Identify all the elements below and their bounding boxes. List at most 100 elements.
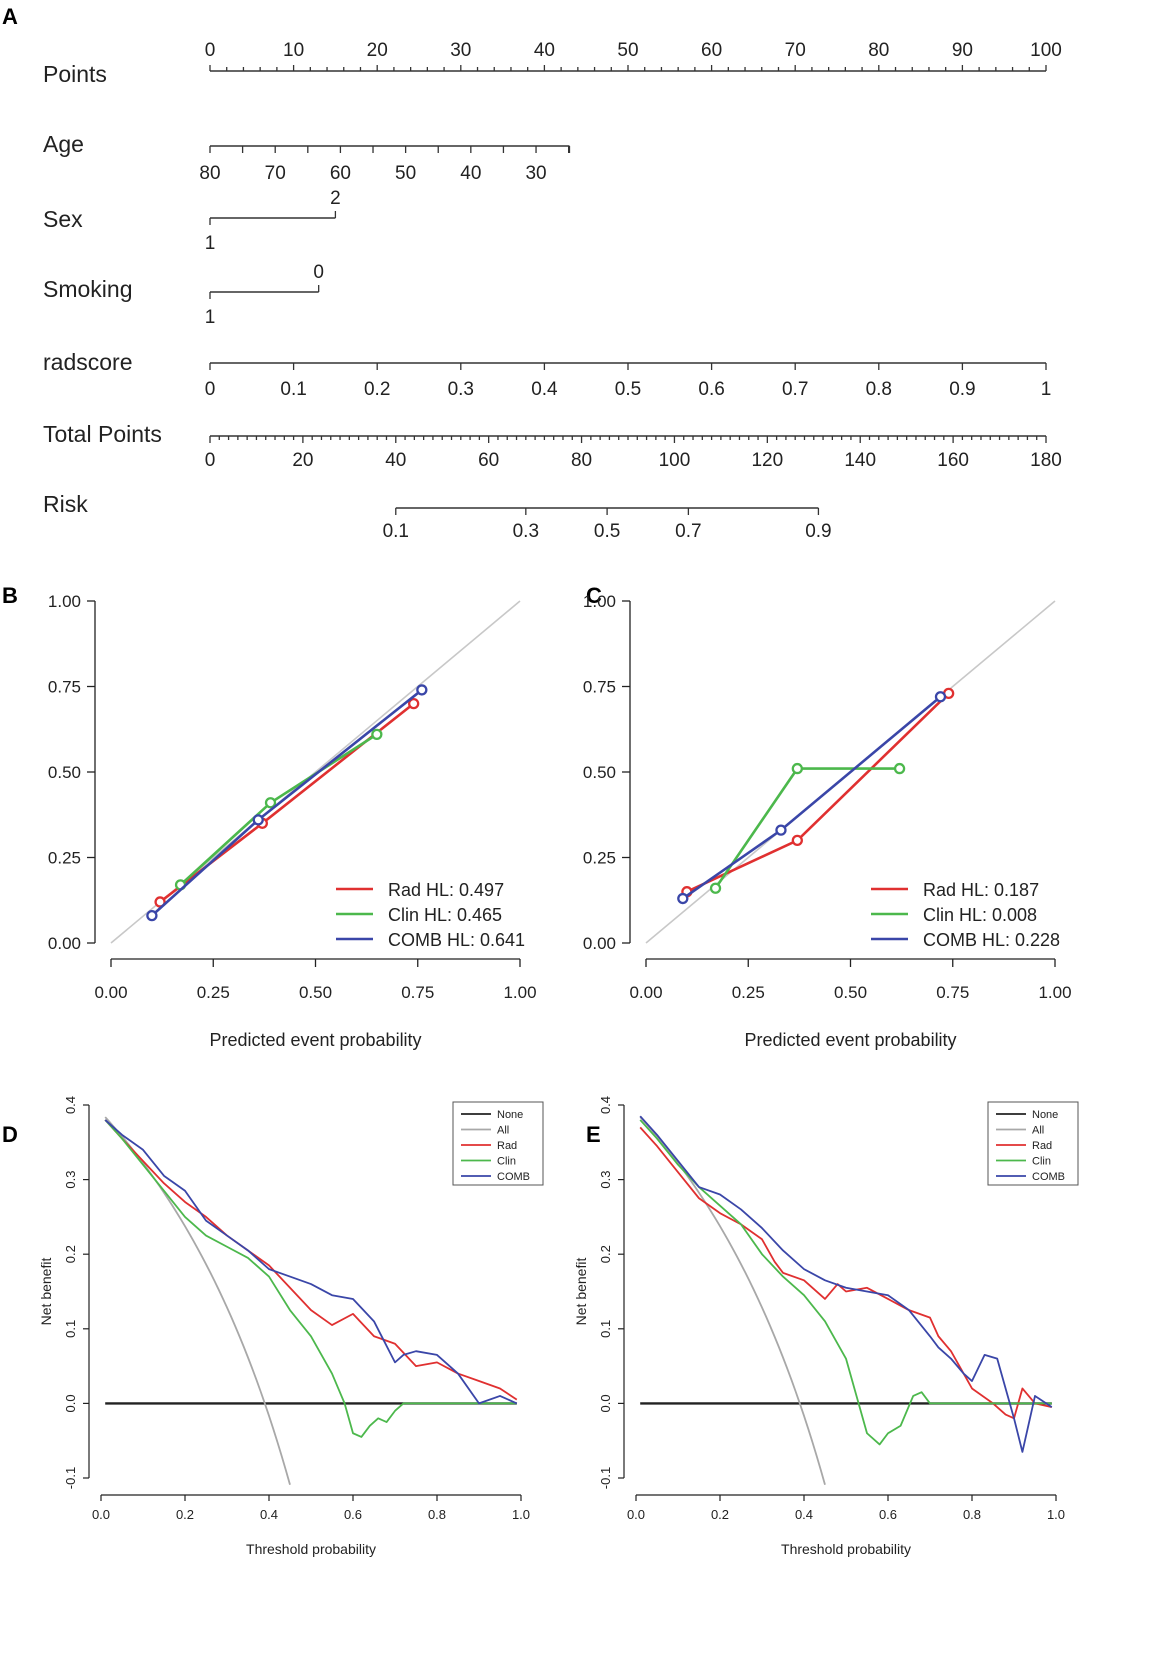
- x-tick-label: 0.25: [197, 983, 230, 1002]
- total-points-tick-label: 20: [292, 450, 313, 471]
- legend-box: [452, 1101, 544, 1186]
- y-tick-label: 0.25: [583, 849, 616, 868]
- x-tick-label: 1.00: [503, 983, 536, 1002]
- panel-letter-c: C: [586, 583, 602, 608]
- data-point-clin: [371, 728, 383, 741]
- x-tick-label: 0.75: [936, 983, 969, 1002]
- x-tick-label: 0.00: [94, 983, 127, 1002]
- x-tick-label: 0.50: [834, 983, 867, 1002]
- radscore-tick-label: 0.6: [698, 379, 724, 400]
- legend-label-clin: Clin: [1032, 1156, 1051, 1168]
- radscore-tick-label: 1: [1041, 379, 1052, 400]
- data-point-rad: [408, 697, 420, 710]
- y-tick-label: 0.1: [63, 1320, 78, 1338]
- legend-label-all: All: [497, 1125, 509, 1137]
- x-tick-label: 0.0: [92, 1507, 110, 1522]
- y-tick-label: 0.50: [48, 763, 81, 782]
- decision-curve-e: -0.1 0.0 0.1 0.2 0.3 0.4 0.0 0.2 0.4 0.6 0.8 1.0 Thr…: [573, 1096, 1079, 1557]
- legend-label-comb: COMB: [497, 1171, 530, 1183]
- x-axis-title: Threshold probability: [246, 1541, 376, 1557]
- series-line-all: [639, 1116, 826, 1486]
- y-tick-label: 0.4: [63, 1096, 78, 1114]
- legend-box: [987, 1101, 1079, 1186]
- risk-tick-label: 0.7: [675, 521, 701, 542]
- row-label-sex: Sex: [43, 206, 83, 232]
- total-points-tick-label: 140: [844, 450, 876, 471]
- x-tick-label: 0.4: [795, 1507, 813, 1522]
- legend-label-rad: Rad: [1032, 1140, 1052, 1152]
- legend-label-none: None: [1032, 1109, 1058, 1121]
- legend-label-none: None: [497, 1109, 523, 1121]
- radscore-tick-label: 0.3: [448, 379, 474, 400]
- series-line-clin: [714, 767, 900, 890]
- y-tick-label: -0.1: [598, 1467, 613, 1489]
- points-tick-label: 90: [952, 40, 973, 61]
- age-tick-label: 60: [330, 163, 351, 184]
- data-point-comb: [416, 684, 428, 696]
- decision-curve-d: -0.1 0.0 0.1 0.2 0.3 0.4 0.0 0.2 0.4 0.6 0.8 1.0 Thr…: [38, 1096, 544, 1557]
- series-line-comb: [682, 695, 942, 900]
- radscore-tick-label: 0.9: [949, 379, 975, 400]
- radscore-tick-label: 0.2: [364, 379, 390, 400]
- total-points-tick-label: 80: [571, 450, 592, 471]
- x-tick-label: 0.00: [629, 983, 662, 1002]
- age-tick-label: 50: [395, 163, 416, 184]
- total-points-tick-label: 160: [937, 450, 969, 471]
- total-points-tick-label: 180: [1030, 450, 1062, 471]
- legend-label-rad: Rad HL: 0.187: [923, 880, 1039, 900]
- y-tick-label: 0.00: [583, 934, 616, 953]
- y-tick-label: 1.00: [583, 592, 616, 611]
- y-tick-label: 0.1: [598, 1320, 613, 1338]
- y-tick-label: 0.4: [598, 1096, 613, 1114]
- legend-label-comb: COMB HL: 0.641: [388, 930, 525, 950]
- points-tick-label: 30: [450, 40, 471, 61]
- y-tick-label: 0.0: [63, 1394, 78, 1412]
- y-tick-label: 0.50: [583, 763, 616, 782]
- y-tick-label: 0.00: [48, 934, 81, 953]
- x-tick-label: 1.00: [1038, 983, 1071, 1002]
- age-tick-label: 80: [199, 163, 220, 184]
- legend-label-rad: Rad: [497, 1140, 517, 1152]
- radscore-tick-label: 0.5: [615, 379, 641, 400]
- total-points-tick-label: 120: [751, 450, 783, 471]
- data-point-clin: [709, 882, 722, 894]
- risk-tick-label: 0.9: [805, 521, 831, 542]
- x-tick-label: 1.0: [512, 1507, 530, 1522]
- x-tick-label: 0.75: [401, 983, 434, 1002]
- sex-level-label: 1: [205, 233, 216, 254]
- data-point-comb: [146, 909, 158, 922]
- age-tick-label: 40: [460, 163, 481, 184]
- points-tick-label: 80: [868, 40, 889, 61]
- y-tick-label: 0.2: [598, 1245, 613, 1263]
- sex-level-label: 2: [330, 188, 341, 209]
- y-axis-title: Net benefit: [38, 1258, 54, 1326]
- x-axis-title: Predicted event probability: [744, 1030, 956, 1050]
- legend-label-rad: Rad HL: 0.497: [388, 880, 504, 900]
- radscore-tick-label: 0.1: [280, 379, 306, 400]
- y-tick-label: 0.0: [598, 1394, 613, 1412]
- legend-label-clin: Clin: [497, 1156, 516, 1168]
- points-tick-label: 60: [701, 40, 722, 61]
- data-point-comb: [934, 691, 947, 703]
- data-point-comb: [775, 824, 787, 836]
- x-tick-label: 0.2: [711, 1507, 729, 1522]
- x-tick-label: 0.8: [963, 1507, 981, 1522]
- panel-letter-b: B: [2, 583, 18, 608]
- radscore-tick-label: 0: [205, 379, 216, 400]
- calibration-plot-c: 0.00 0.00 0.25 0.25 0.50 0.50 0.75 0.75 1.00 1.00…: [583, 592, 1072, 1050]
- row-label-points: Points: [43, 61, 107, 87]
- total-points-tick-label: 40: [385, 450, 406, 471]
- age-tick-label: 30: [525, 163, 546, 184]
- points-tick-label: 0: [205, 40, 216, 61]
- x-tick-label: 0.0: [627, 1507, 645, 1522]
- panel-letter-e: E: [586, 1122, 601, 1147]
- row-label-smoking: Smoking: [43, 276, 132, 302]
- points-tick-label: 20: [367, 40, 388, 61]
- smoking-level-label: 1: [205, 307, 216, 328]
- legend-label-clin: Clin HL: 0.465: [388, 905, 502, 925]
- x-tick-label: 0.6: [344, 1507, 362, 1522]
- y-tick-label: 0.75: [48, 678, 81, 697]
- legend-label-comb: COMB HL: 0.228: [923, 930, 1060, 950]
